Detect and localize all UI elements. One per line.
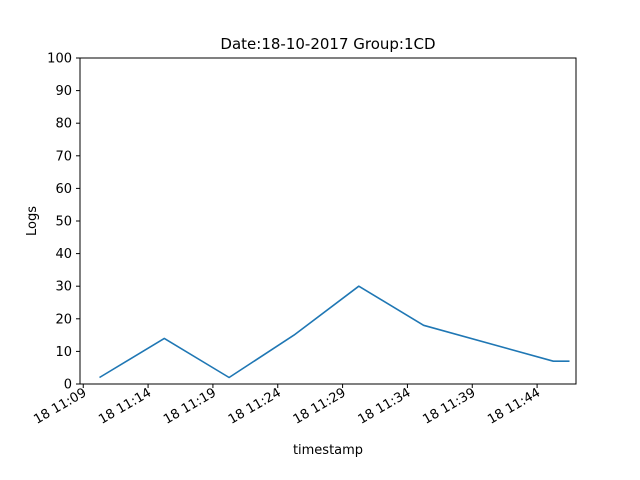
y-tick-label: 10	[55, 345, 72, 360]
y-tick-label: 50	[55, 215, 72, 230]
y-tick-label: 90	[55, 84, 72, 99]
y-axis-label: Logs	[25, 206, 40, 236]
y-tick-label: 20	[55, 312, 72, 327]
plot-frame	[79, 57, 577, 385]
series-line	[99, 285, 570, 379]
chart-title: Date:18-10-2017 Group:1CD	[220, 35, 435, 53]
y-axis: 0 10 20 30 40 50 60 70 80 90 100	[47, 52, 80, 393]
y-tick-label: 30	[55, 280, 72, 295]
series-layer	[99, 285, 570, 379]
y-tick-label: 80	[55, 117, 72, 132]
y-tick-label: 70	[55, 149, 72, 164]
y-tick-label: 100	[47, 52, 72, 67]
y-tick-label: 60	[55, 182, 72, 197]
x-axis-label: timestamp	[293, 443, 363, 458]
y-tick-label: 0	[64, 378, 72, 393]
y-tick-label: 40	[55, 247, 72, 262]
